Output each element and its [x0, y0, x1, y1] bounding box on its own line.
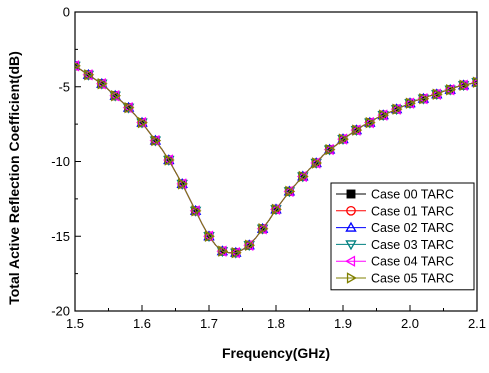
y-tick-label: 0: [63, 5, 70, 20]
data-point: [97, 78, 108, 90]
data-point: [258, 223, 269, 235]
data-point: [419, 92, 430, 105]
data-point: [231, 246, 242, 259]
legend-label: Case 01 TARC: [371, 204, 454, 218]
x-tick-label: 1.9: [334, 316, 352, 331]
data-point: [111, 89, 122, 102]
data-point: [379, 109, 390, 121]
x-axis-title: Frequency(GHz): [222, 345, 330, 361]
legend-marker: [346, 205, 356, 216]
x-tick-label: 1.7: [200, 316, 218, 331]
legend-marker: [346, 272, 357, 284]
data-point: [178, 178, 189, 190]
data-point: [137, 116, 148, 129]
data-point: [325, 143, 336, 156]
series-layer: [75, 59, 477, 259]
data-point: [365, 116, 376, 129]
legend-label: Case 03 TARC: [371, 238, 454, 252]
data-point: [338, 133, 349, 145]
data-point: [298, 170, 309, 183]
legend: Case 00 TARC Case 01 TARC Case 02 TARC Case…: [330, 182, 475, 291]
data-point: [459, 79, 470, 91]
x-axis-ticks: 1.5 1.6 1.7 1.8 1.9 2.0 2.1: [66, 305, 486, 331]
data-point: [164, 154, 175, 166]
data-point: [312, 157, 323, 169]
x-tick-label: 1.5: [66, 316, 84, 331]
legend-label: Case 05 TARC: [371, 272, 454, 286]
series-5: [75, 62, 477, 259]
data-point: [75, 62, 81, 70]
y-tick-label: -5: [58, 79, 70, 94]
data-point: [405, 97, 416, 109]
data-point: [204, 230, 215, 242]
x-tick-label: 1.6: [133, 316, 151, 331]
series-line: [75, 65, 477, 254]
data-point: [191, 205, 202, 217]
legend-label: Case 02 TARC: [371, 221, 454, 235]
data-point: [245, 239, 256, 251]
data-point: [446, 84, 457, 96]
legend-marker: [345, 221, 357, 232]
data-point: [84, 69, 95, 81]
data-point: [151, 134, 162, 147]
legend-label: Case 04 TARC: [371, 255, 454, 269]
y-tick-label: -20: [51, 304, 70, 319]
legend-marker: [345, 255, 356, 267]
x-tick-label: 1.8: [267, 316, 285, 331]
y-axis-title: Total Active Reflection Coefficient(dB): [6, 51, 22, 305]
y-axis-ticks: 0 -5 -10 -15 -20: [51, 5, 81, 319]
legend-label: Case 00 TARC: [371, 188, 454, 202]
legend-marker: [345, 240, 357, 251]
x-tick-label: 2.1: [468, 316, 486, 331]
data-point: [271, 203, 282, 216]
data-point: [392, 103, 403, 115]
y-tick-label: -10: [51, 154, 70, 169]
data-point: [352, 124, 363, 136]
data-point: [218, 245, 229, 257]
data-point: [432, 88, 443, 100]
legend-marker: [346, 189, 356, 199]
data-point: [124, 101, 135, 114]
y-tick-label: -15: [51, 229, 70, 244]
x-tick-label: 2.0: [401, 316, 419, 331]
data-point: [472, 76, 477, 88]
legend-box: [330, 182, 475, 291]
data-point: [285, 185, 296, 198]
